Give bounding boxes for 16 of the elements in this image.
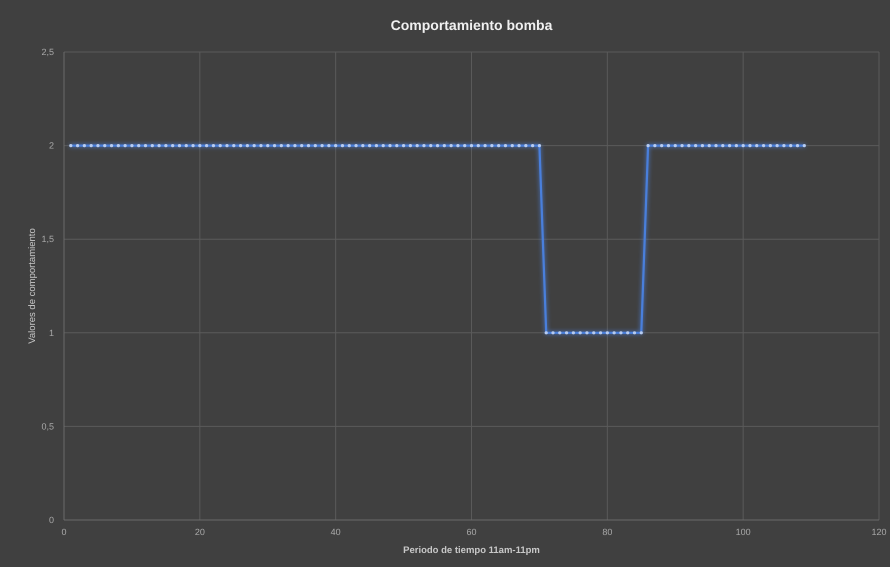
y-tick-label: 1 — [48, 328, 54, 338]
y-tick-label: 1,5 — [41, 234, 54, 244]
y-tick-label: 2,5 — [41, 47, 54, 57]
y-tick-label: 2 — [48, 140, 54, 151]
x-tick-label: 60 — [466, 527, 477, 537]
x-tick-label: 20 — [194, 527, 205, 537]
y-axis-title: Valores de comportamiento — [27, 228, 38, 344]
y-tick-label: 0,5 — [41, 421, 54, 432]
x-tick-label: 40 — [330, 527, 341, 537]
x-tick-label: 120 — [871, 527, 887, 537]
x-axis-title: Periodo de tiempo 11am-11pm — [403, 545, 540, 556]
x-tick-label: 0 — [61, 527, 67, 537]
y-tick-label: 0 — [48, 515, 54, 525]
chart-title: Comportamiento bomba — [390, 17, 553, 33]
x-tick-label: 100 — [736, 527, 751, 537]
x-tick-label: 80 — [602, 527, 612, 537]
